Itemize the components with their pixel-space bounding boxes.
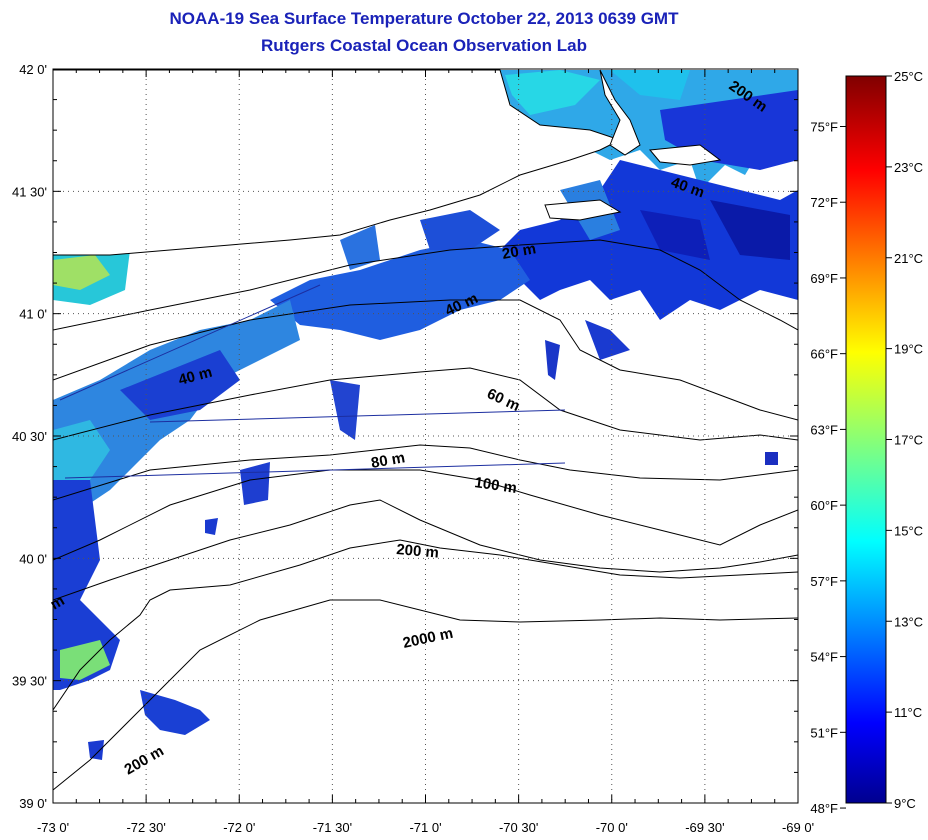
celsius-label: 9°C [894,796,916,811]
celsius-label: 21°C [894,251,923,266]
lat-tick-label: 39 0' [19,796,47,811]
track-lines [59,284,566,479]
contour-label-80m: 80 m [370,449,407,472]
lon-tick-label: -71 30' [313,820,352,835]
celsius-label: 11°C [894,705,922,720]
lon-tick-label: -72 0' [223,820,255,835]
celsius-label: 13°C [894,614,923,629]
fahrenheit-label: 57°F [810,574,838,589]
fahrenheit-label: 54°F [810,650,838,665]
fahrenheit-label: 60°F [810,498,838,513]
lat-tick-label: 40 30' [12,429,47,444]
fahrenheit-label: 69°F [810,271,838,286]
celsius-label: 19°C [894,342,923,357]
lat-tick-label: 39 30' [12,674,47,689]
lon-tick-label: -71 0' [409,820,441,835]
celsius-label: 15°C [894,523,923,538]
lon-tick-label: -73 0' [37,820,69,835]
coastline [53,69,722,256]
fahrenheit-label: 75°F [810,119,838,134]
map-subtitle: Rutgers Coastal Ocean Observation Lab [261,36,587,55]
celsius-label: 25°C [894,69,923,84]
contour-label-60m: 60 m [484,385,522,415]
map-title: NOAA-19 Sea Surface Temperature October … [169,9,679,28]
fahrenheit-label: 51°F [810,725,838,740]
lon-tick-label: -70 0' [596,820,628,835]
latitude-axis: 42 0' 41 30' 41 0' 40 30' 40 0' 39 30' 39 0' [12,62,798,811]
fahrenheit-label: 63°F [810,422,838,437]
contour-label-100m: 100 m [473,474,517,497]
colorbar-fahrenheit-labels: 75°F 72°F 69°F 66°F 63°F 60°F 57°F 54°F 51°F 48°F [810,119,846,816]
lon-tick-label: -72 30' [126,820,165,835]
celsius-label: 23°C [894,160,923,175]
lat-tick-label: 42 0' [19,62,47,77]
lat-tick-label: 41 0' [19,307,47,322]
fahrenheit-label: 72°F [810,195,838,210]
lon-tick-label: -70 30' [499,820,538,835]
bathymetry-contours [53,239,798,791]
fahrenheit-label: 48°F [810,801,838,816]
contour-label-200m: 200 m [396,541,440,562]
lon-tick-label: -69 0' [782,820,814,835]
celsius-label: 17°C [894,433,923,448]
contour-label-2000m: 2000 m [401,625,454,652]
longitude-axis: -73 0' -72 30' -72 0' -71 30' -71 0' -70 30' -… [37,69,814,835]
fahrenheit-label: 66°F [810,347,838,362]
lat-tick-label: 41 30' [12,184,47,199]
lat-tick-label: 40 0' [19,551,47,566]
colorbar-celsius-labels: 25°C 23°C 21°C 19°C 17°C 15°C 13°C 11°C 9°C [886,69,923,811]
colorbar [845,75,887,804]
graticule [53,69,798,803]
contour-label-200m-sw: 200 m [122,742,167,778]
lon-tick-label: -69 30' [685,820,724,835]
contour-label-20m: 20 m [501,240,538,263]
